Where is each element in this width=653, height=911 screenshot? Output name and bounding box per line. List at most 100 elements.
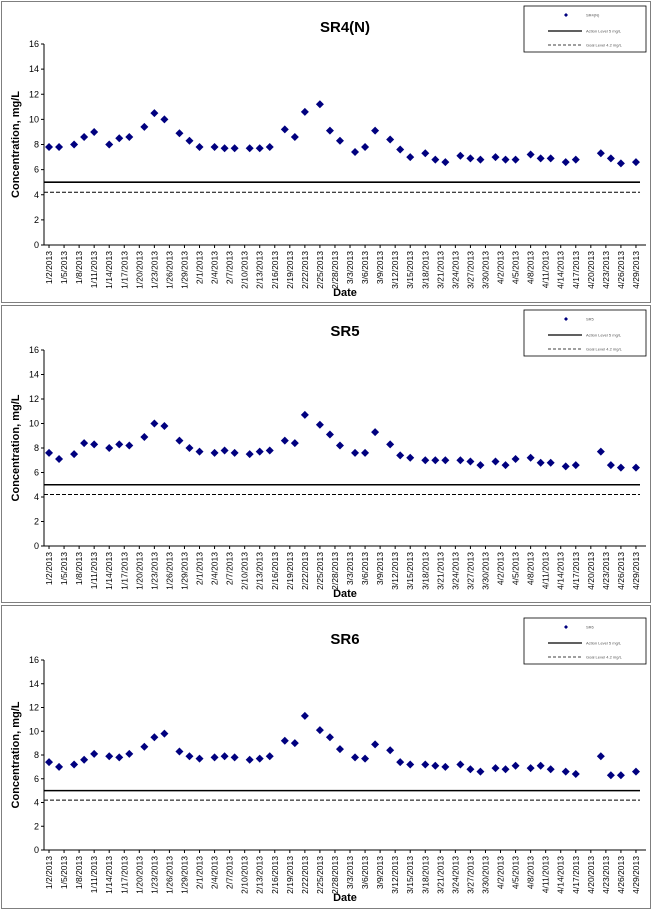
x-tick-label: 3/18/2013 bbox=[420, 552, 430, 590]
data-point bbox=[125, 749, 134, 758]
data-point bbox=[115, 753, 124, 762]
data-point bbox=[536, 458, 545, 467]
x-tick-label: 2/13/2013 bbox=[255, 856, 265, 894]
data-point bbox=[571, 155, 580, 164]
x-tick-label: 1/26/2013 bbox=[164, 856, 174, 894]
data-point bbox=[175, 129, 184, 138]
data-point bbox=[561, 767, 570, 776]
data-point bbox=[290, 739, 299, 748]
data-point bbox=[150, 733, 159, 742]
x-tick-label: 4/17/2013 bbox=[571, 251, 581, 289]
data-point bbox=[80, 439, 89, 448]
x-tick-label: 3/21/2013 bbox=[435, 552, 445, 590]
x-tick-label: 4/8/2013 bbox=[526, 552, 536, 585]
x-tick-label: 2/7/2013 bbox=[225, 856, 235, 889]
data-point bbox=[105, 140, 114, 149]
data-point bbox=[80, 755, 89, 764]
data-point bbox=[546, 458, 555, 467]
data-point bbox=[210, 143, 219, 152]
data-point bbox=[456, 456, 465, 465]
x-tick-label: 4/8/2013 bbox=[526, 251, 536, 284]
data-point bbox=[431, 761, 440, 770]
x-tick-label: 1/8/2013 bbox=[74, 552, 84, 585]
legend-box bbox=[523, 309, 647, 357]
x-tick-label: 1/5/2013 bbox=[59, 856, 69, 889]
data-point bbox=[300, 711, 309, 720]
x-tick-label: 3/3/2013 bbox=[345, 856, 355, 889]
legend-label: SR5 bbox=[586, 317, 595, 322]
data-point bbox=[431, 155, 440, 164]
legend-marker bbox=[564, 625, 568, 629]
y-tick-label: 4 bbox=[34, 798, 39, 808]
x-tick-label: 3/18/2013 bbox=[420, 251, 430, 289]
x-tick-label: 1/26/2013 bbox=[164, 251, 174, 289]
x-tick-label: 1/17/2013 bbox=[119, 856, 129, 894]
x-tick-label: 4/20/2013 bbox=[586, 251, 596, 289]
x-tick-label: 2/7/2013 bbox=[225, 251, 235, 284]
x-tick-label: 2/7/2013 bbox=[225, 552, 235, 585]
data-point bbox=[90, 749, 99, 758]
x-tick-label: 3/12/2013 bbox=[390, 856, 400, 894]
data-point bbox=[456, 151, 465, 160]
x-tick-label: 1/17/2013 bbox=[119, 251, 129, 289]
data-point bbox=[526, 453, 535, 462]
data-point bbox=[491, 457, 500, 466]
x-tick-label: 4/29/2013 bbox=[631, 251, 641, 289]
data-point bbox=[371, 126, 380, 135]
chart-svg-1: SR5 Concentration, mg/L 0 2 4 6 8 10 12 14 16 1/2/2… bbox=[10, 309, 647, 600]
x-tick-label: 4/17/2013 bbox=[571, 856, 581, 894]
data-point bbox=[335, 745, 344, 754]
data-point bbox=[561, 158, 570, 167]
x-tick-label: 4/5/2013 bbox=[511, 856, 521, 889]
y-axis-label: Concentration, mg/L bbox=[10, 394, 22, 501]
data-point bbox=[631, 158, 640, 167]
data-point bbox=[421, 456, 430, 465]
data-point bbox=[536, 761, 545, 770]
data-point bbox=[351, 753, 360, 762]
x-tick-label: 1/29/2013 bbox=[179, 856, 189, 894]
x-tick-label: 1/26/2013 bbox=[164, 552, 174, 590]
data-point bbox=[45, 143, 54, 152]
x-tick-label: 1/2/2013 bbox=[44, 251, 54, 284]
data-point bbox=[536, 154, 545, 163]
x-tick-label: 4/14/2013 bbox=[556, 251, 566, 289]
y-tick-label: 12 bbox=[29, 703, 39, 713]
x-tick-label: 2/19/2013 bbox=[285, 251, 295, 289]
data-point bbox=[45, 758, 54, 767]
y-tick-label: 10 bbox=[29, 114, 39, 124]
data-point bbox=[371, 428, 380, 437]
x-tick-label: 2/10/2013 bbox=[240, 856, 250, 894]
x-tick-label: 2/19/2013 bbox=[285, 856, 295, 894]
data-point bbox=[90, 127, 99, 136]
x-tick-label: 2/4/2013 bbox=[210, 856, 220, 889]
x-tick-label: 4/11/2013 bbox=[541, 251, 551, 288]
data-point bbox=[230, 753, 239, 762]
data-point bbox=[280, 125, 289, 134]
x-tick-label: 2/1/2013 bbox=[195, 251, 205, 284]
y-axis-label: Concentration, mg/L bbox=[10, 91, 22, 198]
y-tick-label: 8 bbox=[34, 443, 39, 453]
data-point bbox=[606, 461, 615, 470]
data-point bbox=[45, 448, 54, 457]
data-point bbox=[115, 134, 124, 143]
x-tick-label: 3/6/2013 bbox=[360, 251, 370, 284]
data-point bbox=[616, 771, 625, 780]
x-tick-label: 2/13/2013 bbox=[255, 251, 265, 289]
x-tick-label: 4/26/2013 bbox=[616, 251, 626, 289]
data-point bbox=[351, 148, 360, 157]
data-point bbox=[175, 436, 184, 445]
data-point bbox=[406, 153, 415, 162]
chart-svg-0: SR4(N) Concentration, mg/L 0 2 4 6 8 10 12 14 16 1/… bbox=[10, 5, 647, 299]
data-point bbox=[491, 153, 500, 162]
data-point bbox=[501, 765, 510, 774]
data-point bbox=[386, 135, 395, 144]
data-point bbox=[406, 760, 415, 769]
y-tick-label: 12 bbox=[29, 394, 39, 404]
data-point bbox=[230, 448, 239, 457]
data-point bbox=[546, 765, 555, 774]
x-tick-label: 2/16/2013 bbox=[270, 856, 280, 894]
x-tick-label: 3/27/2013 bbox=[465, 552, 475, 590]
data-point bbox=[606, 771, 615, 780]
x-tick-label: 2/28/2013 bbox=[330, 856, 340, 894]
y-tick-label: 14 bbox=[29, 679, 39, 689]
